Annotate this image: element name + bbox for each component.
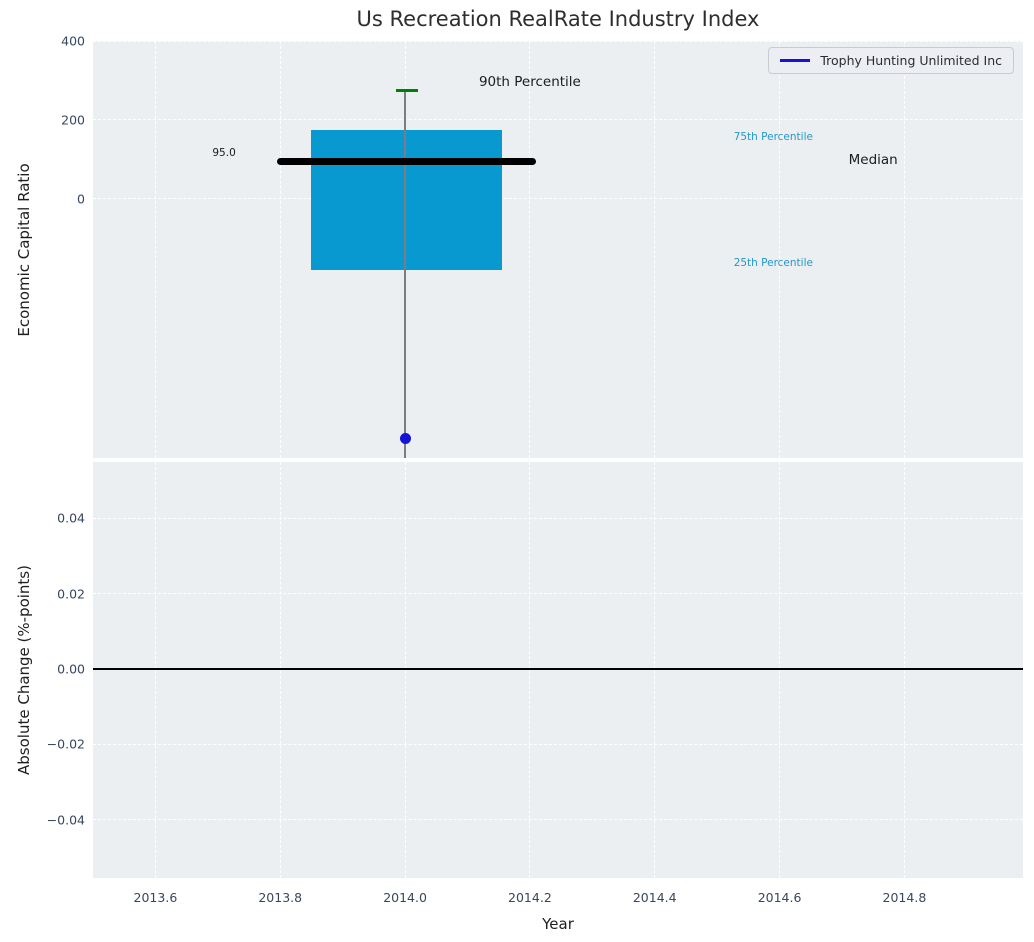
xtick-label: 2014.4 [632,890,677,905]
median-line [277,157,537,165]
gridline-vertical [903,462,905,878]
ytick-label-top: 200 [61,112,85,128]
gridline-horizontal [93,593,1023,594]
gridline-vertical [654,41,656,458]
bottom-axes [93,462,1023,878]
xtick-label: 2014.0 [383,890,427,905]
whisker-line [404,90,406,458]
gridline-horizontal [93,743,1023,745]
gridline-vertical [779,462,781,878]
bottom-ylabel: Absolute Change (%-points) [15,565,33,775]
legend: Trophy Hunting Unlimited Inc [768,47,1014,74]
gridline-vertical [779,41,781,458]
xtick-label: 2013.6 [133,890,178,905]
annotation: 95.0 [212,146,236,159]
gridline-vertical [154,462,156,878]
annotation: 75th Percentile [733,131,813,144]
annotation: 90th Percentile [478,73,581,90]
gridline-vertical [404,462,406,878]
ytick-label-top: 0 [77,191,85,207]
ytick-label-bottom: −0.04 [46,812,85,828]
annotation: 25th Percentile [733,256,813,269]
gridline-vertical [154,41,156,458]
industry-iqr-box [311,130,502,270]
gridline-horizontal [93,119,1023,121]
xtick-label: 2014.8 [882,890,927,905]
company-marker [399,432,411,444]
gridline-vertical [903,41,905,458]
ytick-label-bottom: 0.02 [57,586,85,601]
gridline-vertical [654,462,656,878]
zero-line [93,668,1023,670]
gridline-horizontal [93,819,1023,821]
gridline-vertical [529,462,531,878]
top-axes: Trophy Hunting Unlimited Inc 90th Percen… [93,41,1023,458]
gridline-vertical [529,41,531,458]
xtick-label: 2014.2 [508,890,552,905]
ytick-label-bottom: −0.02 [46,736,85,752]
xtick-label: 2013.8 [258,890,303,905]
ytick-label-bottom: 0.00 [57,661,85,677]
xtick-label: 2014.6 [757,890,802,905]
ytick-label-top: 400 [61,33,85,49]
top-ylabel: Economic Capital Ratio [15,163,33,337]
gridline-horizontal [93,198,1023,200]
gridline-vertical [279,41,281,458]
gridline-vertical [279,462,281,878]
p90-cap [395,88,418,92]
chart-title: Us Recreation RealRate Industry Index [356,7,760,31]
gridline-horizontal [93,517,1023,519]
gridline-horizontal [93,41,1023,42]
annotation: Median [848,152,898,169]
xlabel: Year [542,915,574,933]
legend-line-icon [780,59,811,62]
legend-label: Trophy Hunting Unlimited Inc [820,53,1002,68]
ytick-label-bottom: 0.04 [57,510,85,526]
